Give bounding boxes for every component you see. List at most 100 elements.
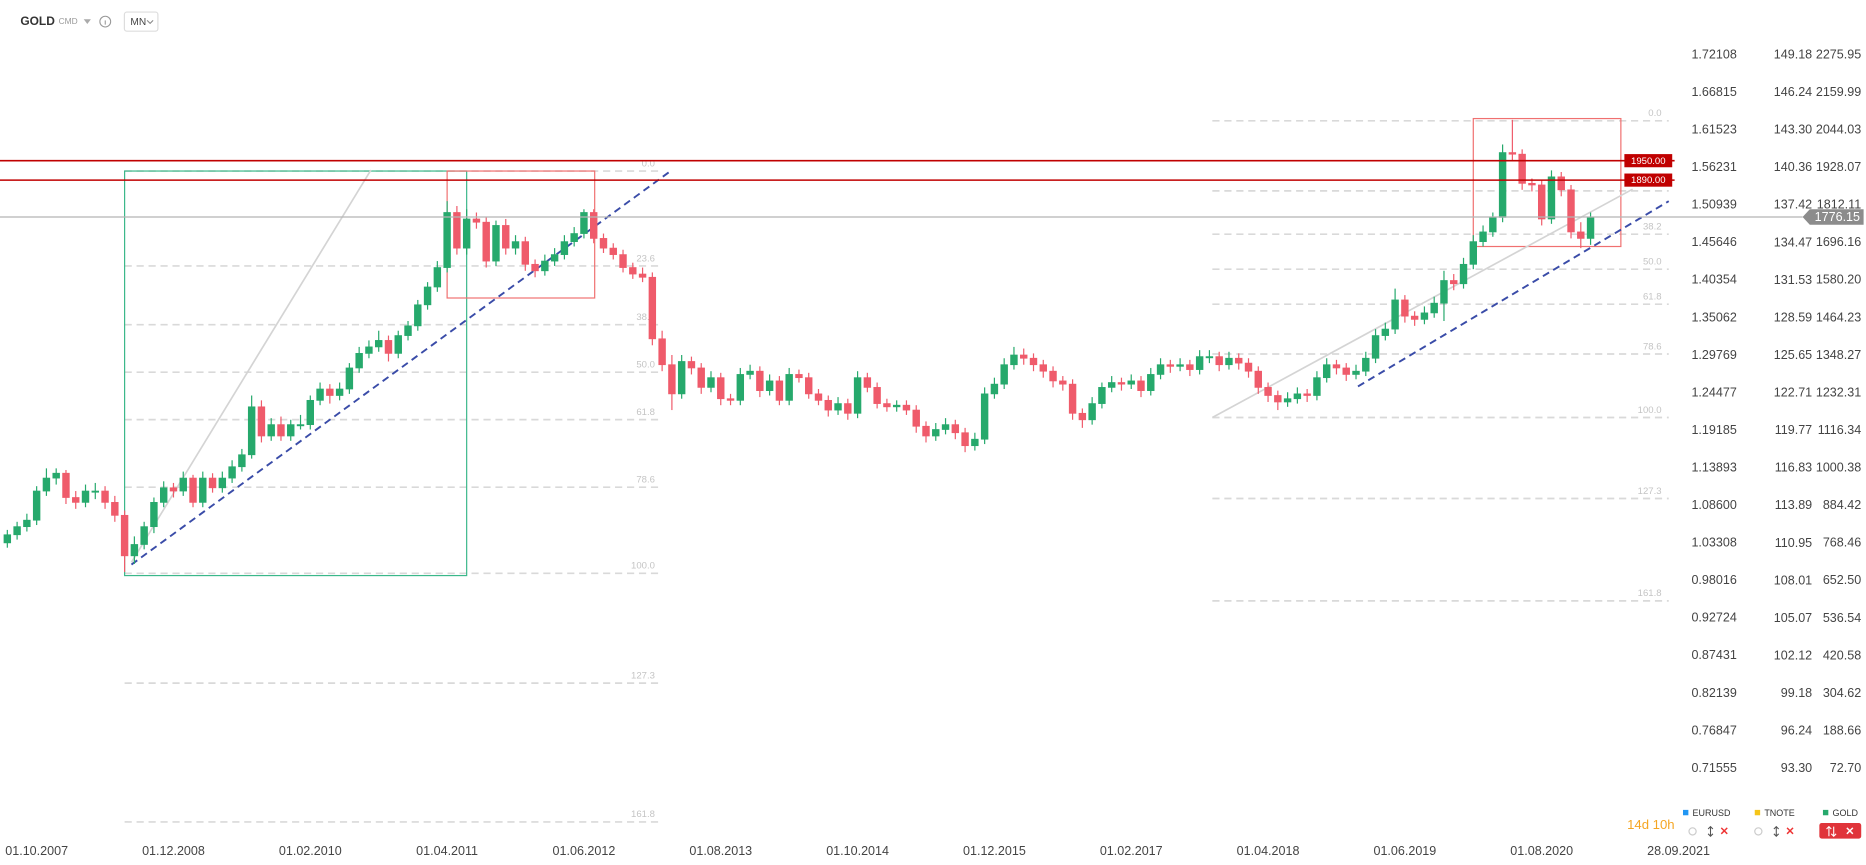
candle-body [1264, 387, 1272, 396]
candle-body [1029, 357, 1038, 366]
candle-body [1567, 189, 1575, 233]
y-tick-label: 1000.38 [1816, 461, 1861, 475]
candle-body [1215, 356, 1223, 366]
info-icon[interactable] [99, 15, 112, 28]
y-tick-label: 131.53 [1774, 273, 1812, 287]
candle-body [472, 218, 481, 223]
y-tick-label: 652.50 [1823, 573, 1861, 587]
footer: 14d 10h EURUSD TNOTE GOLD [1627, 808, 1862, 839]
candle-body [912, 409, 920, 427]
candle-body [1205, 356, 1214, 359]
candle-body [1362, 357, 1370, 372]
fib-level-label: 61.8 [1643, 292, 1662, 303]
candle-body [590, 212, 598, 239]
candle-body [677, 361, 686, 395]
candle-body [189, 477, 197, 503]
y-tick-label: 1.72108 [1691, 47, 1736, 61]
candle-body [345, 367, 354, 390]
y-tick-label: 93.30 [1781, 761, 1812, 775]
candle-body [42, 477, 51, 492]
candle-body [1156, 364, 1165, 375]
candle-body [580, 212, 588, 234]
x-tick-label: 01.02.2010 [279, 844, 342, 858]
candle-body [1313, 377, 1321, 396]
y-tick-label: 102.12 [1774, 649, 1812, 663]
trendline [1357, 200, 1670, 388]
y-tick-label: 137.42 [1774, 198, 1812, 212]
order-icon[interactable] [1826, 825, 1837, 837]
candle-body [941, 424, 950, 430]
legend-label: GOLD [1833, 808, 1859, 818]
candle-body [228, 466, 236, 479]
candle-body [1586, 216, 1595, 239]
x-tick-label: 28.09.2021 [1647, 844, 1710, 858]
candle-body [1459, 263, 1468, 285]
fib-level-label: 127.3 [1638, 486, 1662, 497]
candle-body [1147, 374, 1155, 391]
candle-body [1127, 380, 1135, 385]
drawing-rectangle [124, 170, 468, 577]
order-icon[interactable] [1773, 825, 1780, 837]
candle-body [1479, 231, 1487, 243]
y-tick-label: 0.92724 [1691, 611, 1736, 625]
candle-body [1410, 315, 1419, 320]
candle-body [648, 276, 657, 340]
remove-icon[interactable] [1786, 827, 1794, 835]
y-tick-label: 0.98016 [1691, 573, 1736, 587]
candle-body [159, 487, 168, 503]
candle-body [120, 514, 129, 557]
market-dropdown[interactable] [83, 19, 91, 25]
legend-swatch [1822, 809, 1829, 816]
candle-body [1166, 364, 1175, 367]
countdown: 14d 10h [1627, 817, 1675, 832]
candle-body [550, 254, 559, 262]
candle-body [414, 304, 422, 327]
candle-body [433, 267, 442, 288]
candle-body [531, 263, 539, 272]
symbol[interactable]: GOLD [20, 14, 55, 28]
x-tick-label: 01.04.2018 [1237, 844, 1300, 858]
candle-body [863, 377, 872, 388]
order-icon[interactable] [1707, 825, 1714, 837]
candle-body [932, 429, 940, 437]
candle-body [951, 424, 960, 434]
active-series-controls[interactable] [1819, 823, 1862, 839]
fib-level-label: 78.6 [1643, 341, 1662, 352]
candle-body [971, 438, 979, 447]
y-tick-label: 99.18 [1781, 686, 1812, 700]
candle-body [599, 238, 608, 249]
candle-body [140, 526, 148, 545]
y-tick-label: 1580.20 [1816, 273, 1861, 287]
candle-body [1020, 354, 1028, 359]
y-tick-label: 420.58 [1823, 648, 1861, 662]
interval-select[interactable] [123, 11, 159, 32]
candle-body [1508, 152, 1517, 155]
fib-level-label: 161.8 [1638, 588, 1662, 599]
candle-body [658, 338, 666, 366]
candle-body [1430, 302, 1438, 314]
candle-body [1176, 364, 1184, 367]
candle-body [453, 212, 461, 249]
x-tick-label: 01.10.2007 [5, 844, 68, 858]
x-tick-label: 01.04.2011 [416, 844, 478, 858]
candle-body [238, 454, 246, 468]
remove-icon[interactable] [1846, 827, 1854, 835]
eye-icon[interactable] [1754, 827, 1763, 836]
candle-body [834, 403, 842, 411]
eye-icon[interactable] [1688, 827, 1697, 836]
candle-body [257, 406, 266, 437]
remove-icon[interactable] [1720, 827, 1728, 835]
candle-body [1293, 393, 1302, 400]
y-tick-label: 1.08600 [1691, 498, 1736, 512]
candle-body [746, 370, 754, 375]
candle-body [717, 377, 725, 400]
candle-body [404, 325, 412, 336]
plot: 0.0 23.6 38.2 50.0 61.8 78.6 100.0 127.3 161.8 0.… [0, 108, 1803, 823]
axes: 2275.95 2159.99 2044.03 1928.07 1812.11 1696.… [5, 47, 1864, 858]
candle-body [1547, 176, 1556, 220]
candle-body [629, 267, 637, 275]
candle-body [81, 490, 90, 503]
candle-body [1303, 393, 1311, 396]
candle-body [609, 247, 617, 255]
